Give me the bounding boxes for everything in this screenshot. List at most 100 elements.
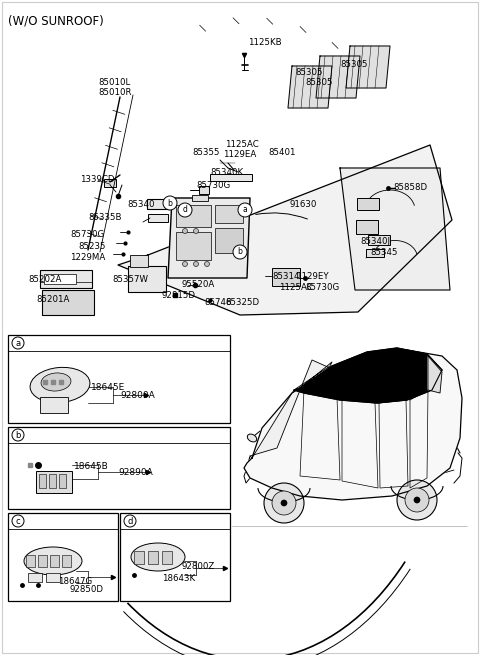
Ellipse shape: [41, 373, 71, 391]
Polygon shape: [346, 46, 390, 88]
Circle shape: [12, 429, 24, 441]
Text: b: b: [168, 198, 172, 208]
Bar: [28, 573, 42, 582]
Circle shape: [193, 261, 199, 267]
Bar: [46, 573, 60, 582]
Bar: [366, 249, 384, 257]
Circle shape: [12, 515, 24, 527]
Polygon shape: [244, 350, 462, 500]
Text: 85335B: 85335B: [88, 213, 121, 222]
Text: 85305: 85305: [305, 78, 333, 87]
Bar: [368, 235, 390, 245]
Circle shape: [182, 261, 188, 267]
Circle shape: [281, 500, 287, 506]
Bar: [148, 214, 168, 222]
Bar: [356, 220, 378, 234]
Text: 92890A: 92890A: [118, 468, 153, 477]
Text: a: a: [242, 206, 247, 214]
Circle shape: [414, 497, 420, 503]
Circle shape: [124, 515, 136, 527]
Text: 85325D: 85325D: [225, 298, 259, 307]
Circle shape: [204, 261, 209, 267]
Text: 85340: 85340: [127, 200, 155, 209]
Bar: [176, 205, 211, 227]
Ellipse shape: [24, 547, 82, 575]
Text: 1129EA: 1129EA: [223, 150, 256, 159]
Text: 85235: 85235: [78, 242, 106, 251]
Ellipse shape: [247, 434, 257, 442]
Bar: [36, 471, 72, 493]
Text: 1125KB: 1125KB: [248, 38, 282, 47]
Bar: [367, 450, 379, 455]
Text: 85340J: 85340J: [360, 237, 390, 246]
Text: 85401: 85401: [268, 148, 296, 157]
Bar: [42, 290, 94, 315]
Bar: [49, 474, 56, 488]
Bar: [38, 555, 47, 567]
Circle shape: [233, 245, 247, 259]
Text: d: d: [127, 517, 132, 525]
Bar: [8, 335, 230, 423]
Text: 91630: 91630: [290, 200, 317, 209]
Circle shape: [397, 480, 437, 520]
Bar: [104, 179, 116, 187]
Bar: [8, 427, 230, 509]
Polygon shape: [250, 360, 330, 458]
Bar: [134, 551, 144, 564]
Text: 92800A: 92800A: [120, 391, 155, 400]
Bar: [215, 205, 243, 223]
Text: 85010R: 85010R: [98, 88, 132, 97]
Circle shape: [264, 483, 304, 523]
Text: 85305: 85305: [295, 68, 323, 77]
Bar: [147, 199, 175, 209]
Text: 1129EY: 1129EY: [296, 272, 329, 281]
Circle shape: [193, 229, 199, 233]
Text: d: d: [182, 206, 187, 214]
Text: 85201A: 85201A: [36, 295, 70, 304]
Text: (W/O SUNROOF): (W/O SUNROOF): [8, 14, 104, 27]
Text: 85730G: 85730G: [196, 181, 230, 190]
Circle shape: [163, 196, 177, 210]
Text: 18645B: 18645B: [74, 462, 109, 471]
Polygon shape: [118, 145, 452, 315]
Bar: [40, 397, 68, 413]
Ellipse shape: [30, 367, 90, 403]
Polygon shape: [294, 348, 442, 403]
Text: b: b: [15, 430, 21, 440]
Bar: [162, 551, 172, 564]
Text: 85314: 85314: [272, 272, 300, 281]
Circle shape: [12, 337, 24, 349]
Bar: [120, 513, 230, 601]
Bar: [44, 274, 76, 284]
Bar: [215, 228, 243, 253]
Ellipse shape: [131, 543, 185, 571]
Circle shape: [178, 203, 192, 217]
Text: 85340K: 85340K: [210, 168, 243, 177]
Text: 92800Z: 92800Z: [182, 562, 215, 571]
Polygon shape: [428, 356, 442, 393]
Text: 85730G: 85730G: [305, 283, 339, 292]
Bar: [39, 474, 46, 488]
Text: 85746: 85746: [204, 298, 231, 307]
Text: 85357W: 85357W: [112, 275, 148, 284]
Text: 92850D: 92850D: [70, 585, 104, 594]
Text: b: b: [238, 248, 242, 257]
Text: 85305: 85305: [340, 60, 368, 69]
Text: 85345: 85345: [370, 248, 397, 257]
Bar: [210, 174, 252, 181]
Bar: [130, 255, 148, 267]
Polygon shape: [340, 168, 450, 290]
Bar: [40, 270, 92, 288]
Text: 1229MA: 1229MA: [70, 253, 105, 262]
Bar: [199, 186, 209, 194]
Bar: [176, 232, 211, 260]
Bar: [62, 555, 71, 567]
Polygon shape: [294, 362, 332, 390]
Text: 85858D: 85858D: [393, 183, 427, 192]
Circle shape: [182, 229, 188, 233]
Text: 1339CD: 1339CD: [80, 175, 115, 184]
Bar: [400, 448, 412, 453]
Bar: [148, 551, 158, 564]
Bar: [357, 198, 379, 210]
Text: 1125AC: 1125AC: [279, 283, 313, 292]
